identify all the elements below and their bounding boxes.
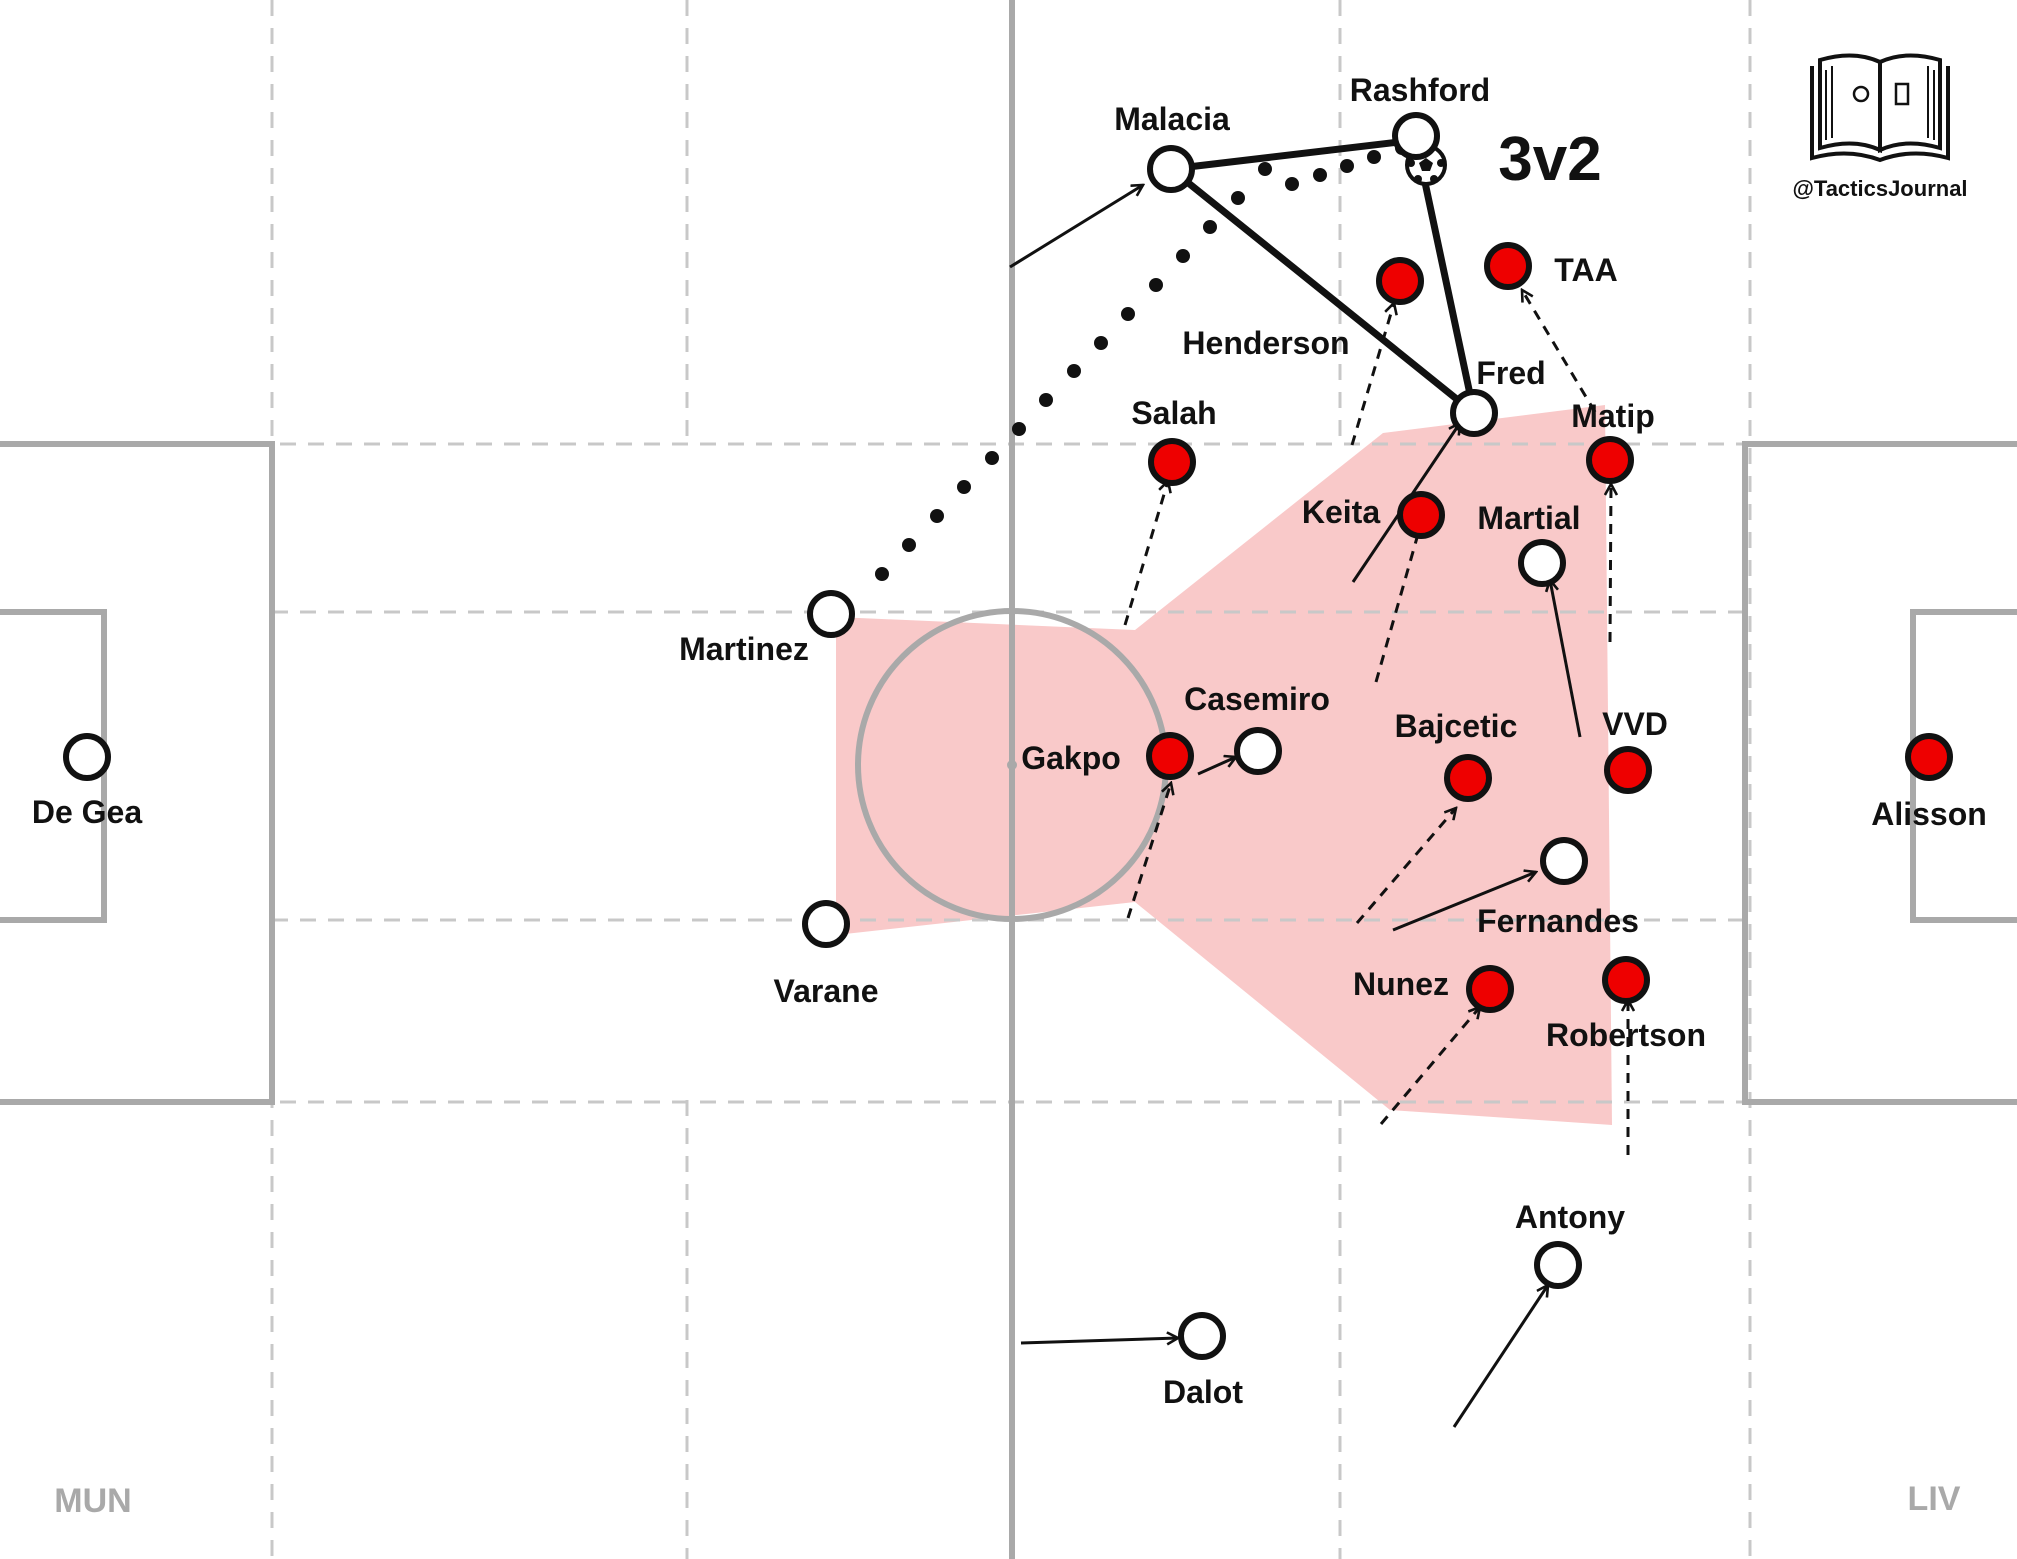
label-fernandes: Fernandes bbox=[1477, 903, 1639, 939]
player-martinez bbox=[807, 590, 855, 638]
label-henderson: Henderson bbox=[1182, 325, 1349, 361]
player-rashford bbox=[1392, 112, 1440, 160]
label-malacia: Malacia bbox=[1114, 101, 1230, 137]
player-taa bbox=[1484, 242, 1532, 290]
label-rashford: Rashford bbox=[1350, 72, 1490, 108]
player-alisson bbox=[1905, 733, 1953, 781]
label-taa: TAA bbox=[1554, 252, 1617, 288]
label-matip: Matip bbox=[1571, 398, 1655, 434]
label-fred: Fred bbox=[1476, 355, 1545, 391]
player-fred bbox=[1450, 389, 1498, 437]
open-book-pitch-icon bbox=[1810, 53, 1950, 163]
away-team-label: LIV bbox=[1908, 1480, 1961, 1518]
player-casemiro bbox=[1234, 727, 1282, 775]
label-casemiro: Casemiro bbox=[1184, 681, 1330, 717]
label-alisson: Alisson bbox=[1871, 796, 1987, 832]
label-nunez: Nunez bbox=[1353, 966, 1449, 1002]
player-robertson bbox=[1602, 956, 1650, 1004]
label-degea: De Gea bbox=[32, 794, 142, 830]
player-nunez bbox=[1466, 965, 1514, 1013]
player-keita bbox=[1397, 491, 1445, 539]
label-varane: Varane bbox=[774, 973, 879, 1009]
player-degea bbox=[63, 733, 111, 781]
home-team-label: MUN bbox=[54, 1482, 131, 1520]
player-gakpo bbox=[1146, 732, 1194, 780]
player-fernandes bbox=[1540, 837, 1588, 885]
player-matip bbox=[1586, 436, 1634, 484]
label-martial: Martial bbox=[1477, 500, 1580, 536]
label-keita: Keita bbox=[1302, 494, 1380, 530]
player-henderson bbox=[1376, 257, 1424, 305]
player-martial bbox=[1518, 539, 1566, 587]
label-martinez: Martinez bbox=[679, 631, 809, 667]
label-antony: Antony bbox=[1515, 1199, 1625, 1235]
label-bajcetic: Bajcetic bbox=[1395, 708, 1518, 744]
player-varane bbox=[802, 900, 850, 948]
label-vvd: VVD bbox=[1602, 706, 1668, 742]
press-arrows bbox=[1123, 290, 1628, 1155]
player-antony bbox=[1534, 1241, 1582, 1289]
label-gakpo: Gakpo bbox=[1021, 740, 1121, 776]
player-labels: De Gea Martinez Varane Malacia Rashford … bbox=[32, 72, 1987, 1410]
player-salah bbox=[1148, 438, 1196, 486]
label-dalot: Dalot bbox=[1163, 1374, 1243, 1410]
player-malacia bbox=[1147, 145, 1195, 193]
label-robertson: Robertson bbox=[1546, 1017, 1706, 1053]
players-layer bbox=[63, 112, 1953, 1360]
overload-annotation: 3v2 bbox=[1498, 125, 1601, 194]
player-vvd bbox=[1604, 746, 1652, 794]
label-salah: Salah bbox=[1131, 395, 1216, 431]
brand-handle: @TacticsJournal bbox=[1792, 176, 1967, 201]
player-dalot bbox=[1178, 1312, 1226, 1360]
player-bajcetic bbox=[1444, 754, 1492, 802]
